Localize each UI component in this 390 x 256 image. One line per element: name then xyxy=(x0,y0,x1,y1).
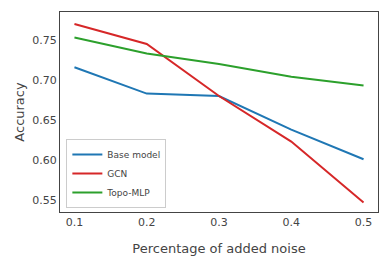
svg-text:Base model: Base model xyxy=(107,150,160,160)
svg-text:0.75: 0.75 xyxy=(32,34,57,47)
svg-text:0.55: 0.55 xyxy=(32,194,57,207)
svg-text:Accuracy: Accuracy xyxy=(12,82,27,142)
svg-text:Percentage of added noise: Percentage of added noise xyxy=(132,241,305,256)
svg-text:0.1: 0.1 xyxy=(66,216,84,229)
svg-text:0.65: 0.65 xyxy=(32,114,57,127)
svg-text:0.5: 0.5 xyxy=(355,216,373,229)
svg-text:0.70: 0.70 xyxy=(32,74,57,87)
svg-text:0.4: 0.4 xyxy=(283,216,301,229)
svg-text:Topo-MLP: Topo-MLP xyxy=(106,188,150,198)
svg-text:0.3: 0.3 xyxy=(210,216,228,229)
svg-text:0.2: 0.2 xyxy=(138,216,156,229)
svg-text:0.60: 0.60 xyxy=(32,154,57,167)
svg-text:GCN: GCN xyxy=(107,169,127,179)
